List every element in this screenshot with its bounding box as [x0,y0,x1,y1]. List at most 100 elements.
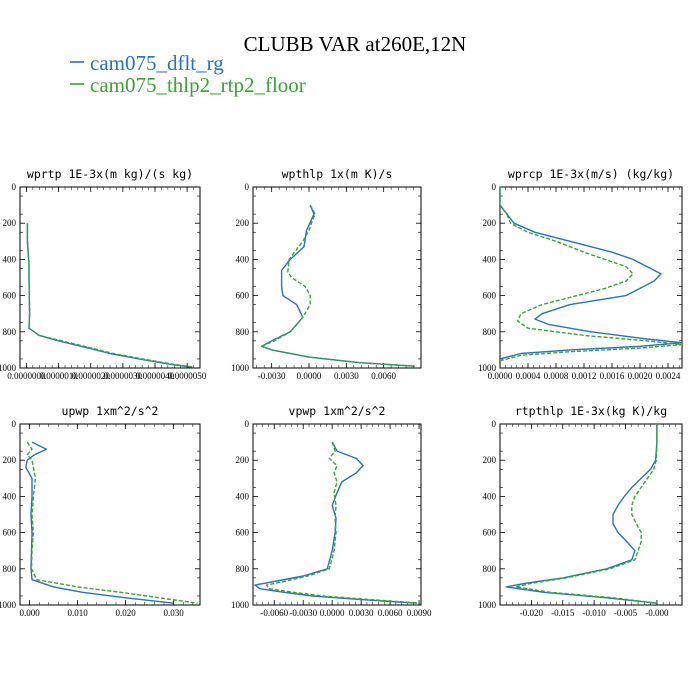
x-tick-label: -0.020 [520,608,544,618]
x-tick-label: 0.0000040 [136,371,175,381]
x-tick-label: 0.0008 [544,371,569,381]
x-tick-label: 0.0000030 [104,371,143,381]
y-tick-label: 600 [236,528,250,538]
x-tick-label: 0.0090 [407,608,432,618]
y-tick-label: 800 [3,327,17,337]
y-tick-label: 400 [3,254,17,264]
panel-title: wpthlp 1x(m K)/s [282,167,393,181]
series-line-1 [26,441,198,604]
series-line-0 [500,187,682,360]
x-tick-label: 0.0000 [297,371,322,381]
x-tick-label: 0.0000 [320,608,345,618]
y-tick-label: 600 [3,528,17,538]
panel-0: wprtp 1E-3x(m kg)/(s kg) 1000 800 600 400 200… [0,167,207,381]
x-tick-label: -0.0060 [260,608,288,618]
y-tick-label: 400 [3,491,17,501]
y-tick-label: 200 [236,218,250,228]
x-tick-label: -0.005 [614,608,638,618]
legend: cam075_dflt_rg cam075_thlp2_rtp2_floor [70,51,306,97]
panel-title: wprcp 1E-3x(m/s) (kg/kg) [508,167,674,181]
panels: wprtp 1E-3x(m kg)/(s kg) 1000 800 600 400 200… [0,167,683,618]
y-tick-label: 1000 [231,600,250,610]
panel-title: rtpthlp 1E-3x(kg K)/kg [515,404,667,418]
panel-2: wprcp 1E-3x(m/s) (kg/kg) 1000 800 600 400 200… [478,167,683,381]
x-tick-label: 0.0012 [572,371,597,381]
y-tick-label: 800 [236,327,250,337]
y-tick-label: 800 [3,564,17,574]
series-line-1 [26,223,194,368]
y-tick-label: 0 [245,182,250,192]
y-tick-label: 0 [245,419,250,429]
y-tick-label: 200 [483,218,497,228]
series-line-0 [261,204,415,367]
x-tick-label: -0.010 [583,608,607,618]
y-tick-label: 800 [483,564,497,574]
plot-frame [252,423,422,606]
y-tick-label: 1000 [478,600,497,610]
y-tick-label: 0 [12,182,17,192]
panel-title: vpwp 1xm^2/s^2 [289,404,386,418]
series-line-0 [26,223,191,368]
y-tick-label: 400 [483,254,497,264]
series-line-0 [25,441,174,604]
x-tick-label: 0.0000020 [72,371,111,381]
y-tick-label: 600 [236,291,250,301]
y-tick-label: 200 [3,218,17,228]
x-tick-label: 0.0004 [516,371,541,381]
legend-label-1: cam075_thlp2_rtp2_floor [90,73,306,97]
y-tick-label: 0 [12,419,17,429]
panel-4: vpwp 1xm^2/s^2 1000 800 600 400 200 0 -0.0060 -0… [231,404,432,618]
y-tick-label: 600 [483,528,497,538]
x-tick-label: 0.020 [115,608,136,618]
x-tick-label: 0.0030 [349,608,374,618]
y-tick-label: 1000 [478,363,497,373]
plot-frame [19,423,201,606]
x-tick-label: 0.0000050 [168,371,207,381]
y-tick-label: 400 [483,491,497,501]
x-tick-label: -0.0030 [258,371,286,381]
x-tick-label: -0.000 [645,608,669,618]
x-tick-label: 0.0020 [628,371,653,381]
plot-frame [499,423,683,606]
y-tick-label: 200 [236,455,250,465]
x-tick-label: 0.0060 [371,371,396,381]
series-line-1 [265,441,421,604]
x-tick-label: 0.0016 [600,371,625,381]
y-tick-label: 400 [236,254,250,264]
series-line-1 [515,424,658,604]
x-tick-label: -0.0030 [289,608,317,618]
x-tick-label: 0.0030 [334,371,359,381]
x-tick-label: 0.0000 [488,371,513,381]
y-tick-label: 0 [492,419,497,429]
legend-label-0: cam075_dflt_rg [90,51,224,75]
series-line-1 [500,187,682,362]
y-tick-label: 200 [483,455,497,465]
plot-frame [252,186,422,369]
series-line-0 [254,441,418,604]
x-tick-label: 0.010 [67,608,88,618]
panel-1: wpthlp 1x(m K)/s 1000 800 600 400 200 0 -0.0030… [231,167,422,381]
panel-title: upwp 1xm^2/s^2 [62,404,159,418]
x-tick-label: 0.0060 [378,608,403,618]
x-tick-label: 0.000 [19,608,40,618]
x-tick-label: 0.0000000 [7,371,46,381]
series-line-0 [505,424,658,604]
x-tick-label: -0.015 [551,608,575,618]
series-line-1 [261,204,415,367]
y-tick-label: 600 [3,291,17,301]
y-tick-label: 800 [483,327,497,337]
y-tick-label: 400 [236,491,250,501]
y-tick-label: 1000 [0,363,17,373]
panel-5: rtpthlp 1E-3x(kg K)/kg 1000 800 600 400 200 0 -… [478,404,683,618]
y-tick-label: 800 [236,564,250,574]
plot-frame [499,186,683,369]
y-tick-label: 1000 [231,363,250,373]
panel-title: wprtp 1E-3x(m kg)/(s kg) [27,167,193,181]
y-tick-label: 1000 [0,600,17,610]
x-tick-label: 0.0024 [656,371,681,381]
figure-title: CLUBB VAR at260E,12N [244,32,467,56]
y-tick-label: 0 [492,182,497,192]
plot-frame [19,186,201,369]
y-tick-label: 600 [483,291,497,301]
